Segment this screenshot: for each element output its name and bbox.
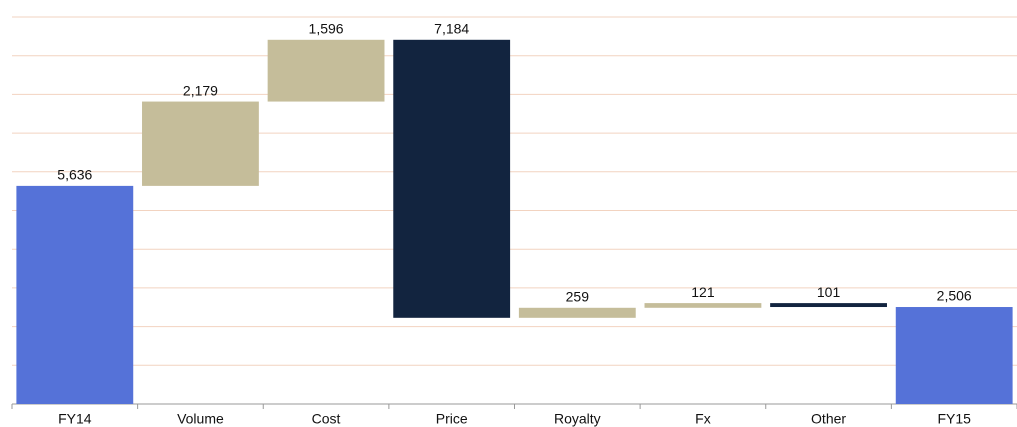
value-label: 5,636 [57, 167, 92, 183]
x-tick-label: Price [436, 411, 468, 427]
x-tick-label: Other [811, 411, 846, 427]
bar [895, 307, 1013, 404]
bar [770, 303, 887, 308]
value-label: 259 [566, 288, 590, 304]
value-label: 7,184 [434, 20, 469, 36]
bar [142, 101, 259, 186]
value-label: 121 [691, 284, 715, 300]
x-tick-label: Volume [177, 411, 224, 427]
value-label: 2,179 [183, 82, 218, 98]
bar [644, 303, 762, 308]
x-tick-label: FY14 [58, 411, 92, 427]
value-label: 101 [817, 284, 841, 300]
value-label: 2,506 [937, 288, 972, 304]
bar [393, 39, 511, 318]
bar [16, 185, 134, 404]
x-tick-label: Fx [695, 411, 711, 427]
bar [267, 39, 385, 102]
x-tick-label: Cost [312, 411, 341, 427]
x-tick-label: Royalty [554, 411, 601, 427]
bar [518, 307, 636, 318]
value-label: 1,596 [309, 20, 344, 36]
x-tick-label: FY15 [937, 411, 971, 427]
